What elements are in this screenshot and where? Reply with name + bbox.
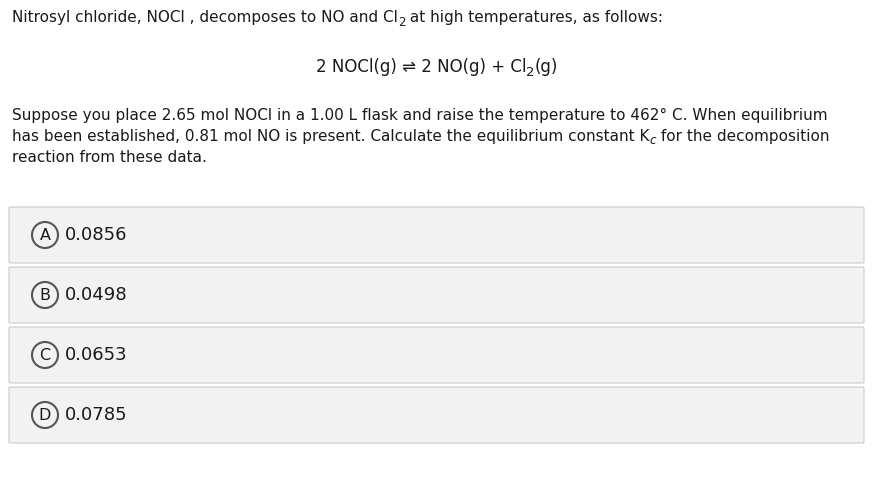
Text: c: c bbox=[649, 134, 656, 147]
Text: 0.0856: 0.0856 bbox=[65, 226, 128, 244]
Text: Suppose you place 2.65 mol NOCl in a 1.00 L flask and raise the temperature to 4: Suppose you place 2.65 mol NOCl in a 1.0… bbox=[12, 108, 828, 123]
FancyBboxPatch shape bbox=[9, 327, 864, 383]
Text: has been established, 0.81 mol NO is present. Calculate the equilibrium constant: has been established, 0.81 mol NO is pre… bbox=[12, 129, 649, 144]
Text: 0.0785: 0.0785 bbox=[65, 406, 128, 424]
Text: A: A bbox=[39, 227, 51, 242]
Text: (g): (g) bbox=[535, 58, 558, 76]
Text: 2: 2 bbox=[527, 66, 535, 79]
Text: at high temperatures, as follows:: at high temperatures, as follows: bbox=[405, 10, 663, 25]
Text: B: B bbox=[39, 288, 51, 303]
Text: 2: 2 bbox=[398, 16, 405, 29]
Text: for the decomposition: for the decomposition bbox=[656, 129, 830, 144]
Text: C: C bbox=[39, 348, 51, 363]
FancyBboxPatch shape bbox=[9, 387, 864, 443]
Text: 0.0653: 0.0653 bbox=[65, 346, 128, 364]
FancyBboxPatch shape bbox=[9, 207, 864, 263]
Text: 0.0498: 0.0498 bbox=[65, 286, 128, 304]
Text: reaction from these data.: reaction from these data. bbox=[12, 150, 206, 165]
Text: Nitrosyl chloride, NOCl , decomposes to NO and Cl: Nitrosyl chloride, NOCl , decomposes to … bbox=[12, 10, 398, 25]
Text: D: D bbox=[38, 407, 51, 422]
Text: 2 NOCl(g) ⇌ 2 NO(g) + Cl: 2 NOCl(g) ⇌ 2 NO(g) + Cl bbox=[316, 58, 527, 76]
FancyBboxPatch shape bbox=[9, 267, 864, 323]
